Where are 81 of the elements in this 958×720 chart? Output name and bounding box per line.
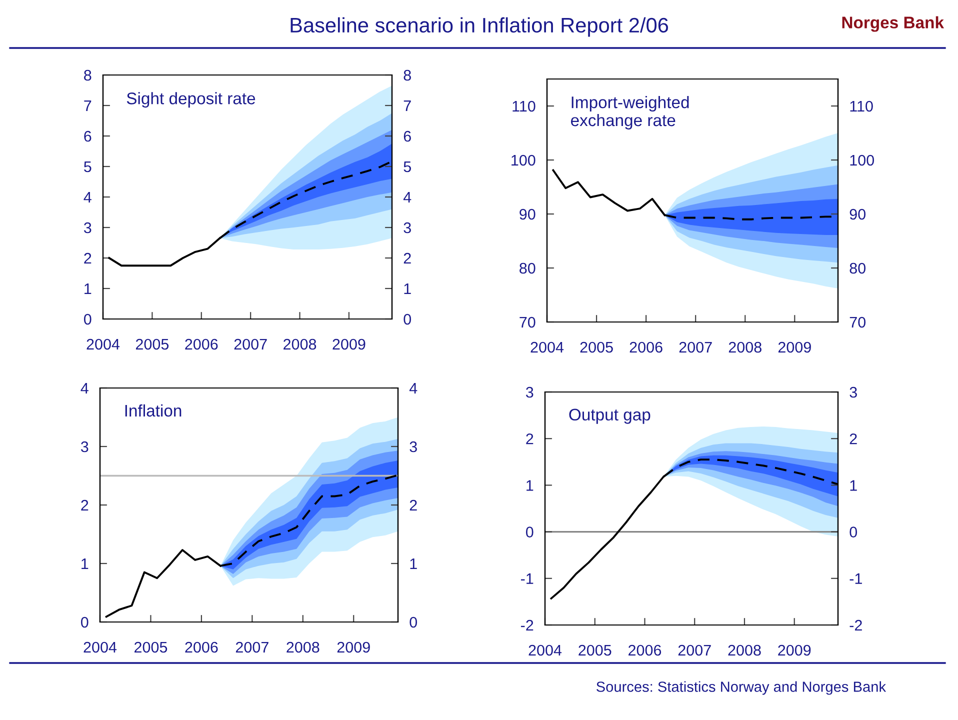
- y2-tick-label: 3: [410, 441, 417, 452]
- x-tick-label: 2008: [728, 342, 762, 353]
- text: Sight deposit rate: [126, 92, 256, 108]
- y2-tick-label: 2: [410, 500, 417, 511]
- y2-tick-label: 2: [850, 433, 857, 444]
- y-tick-label: -2: [520, 620, 534, 631]
- x-tick-label: 2009: [778, 342, 811, 353]
- x-tick-label: 2004: [528, 644, 562, 656]
- x-tick-label: 2009: [337, 642, 370, 653]
- y-tick-label: 1: [82, 558, 88, 570]
- y2-tick-label: -1: [850, 573, 862, 584]
- y2-tick-label: 4: [403, 192, 412, 203]
- text: Baseline scenario in Inflation Report 2/06: [290, 17, 668, 37]
- y2-tick-label: 6: [404, 130, 411, 142]
- source-note: Sources: Statistics Norway and Norges Bank: [596, 681, 886, 695]
- y-tick-label: 8: [84, 70, 92, 81]
- y2-tick-label: 3: [404, 222, 411, 234]
- x-tick-label: 2006: [185, 642, 218, 653]
- y-tick-label: 90: [520, 208, 536, 220]
- x-tick-label: 2007: [234, 338, 267, 350]
- x-tick-label: 2009: [332, 338, 366, 350]
- y-tick-label: 3: [80, 441, 88, 452]
- y2-tick-label: 80: [850, 262, 866, 274]
- y-tick-label: 2: [84, 252, 92, 264]
- y2-tick-label: 0: [404, 314, 412, 325]
- y2-tick-label: 2: [404, 252, 411, 264]
- y2-tick-label: 110: [850, 100, 873, 112]
- x-tick-label: 2009: [778, 644, 811, 656]
- y2-tick-label: 5: [404, 162, 411, 172]
- y-tick-label: 0: [526, 526, 534, 538]
- y2-tick-label: 0: [410, 616, 418, 628]
- y-tick-label: 70: [520, 316, 536, 328]
- y2-tick-label: 1: [850, 480, 857, 491]
- y-tick-label: -1: [520, 573, 534, 584]
- x-tick-label: 2004: [86, 338, 120, 350]
- text: Output gap: [569, 408, 650, 424]
- y2-tick-label: 4: [409, 383, 418, 394]
- x-tick-label: 2008: [286, 642, 320, 653]
- x-tick-label: 2004: [530, 342, 564, 353]
- y-tick-label: 5: [84, 162, 92, 172]
- x-tick-label: 2005: [580, 342, 613, 353]
- y2-tick-label: 100: [850, 154, 874, 166]
- x-tick-label: 2008: [284, 338, 316, 350]
- y2-tick-label: 8: [404, 70, 411, 81]
- y-tick-label: 7: [84, 100, 92, 112]
- y-tick-label: 4: [84, 192, 92, 203]
- x-tick-label: 2005: [578, 644, 612, 656]
- x-tick-label: 2007: [679, 342, 712, 353]
- y2-tick-label: 70: [850, 316, 866, 328]
- y-tick-label: 3: [84, 222, 92, 234]
- y2-tick-label: -2: [850, 620, 862, 631]
- x-tick-label: 2004: [84, 642, 117, 653]
- text: Norges Bank: [842, 16, 944, 32]
- x-tick-label: 2008: [728, 644, 761, 656]
- y-tick-label: 110: [512, 100, 536, 112]
- x-tick-label: 2006: [630, 342, 662, 353]
- y-tick-label: 4: [80, 383, 88, 394]
- y-tick-label: 1: [84, 284, 92, 294]
- x-tick-label: 2005: [134, 642, 168, 653]
- y-tick-label: 100: [512, 154, 536, 166]
- y2-tick-label: 1: [404, 284, 411, 294]
- y-tick-label: 80: [520, 262, 536, 274]
- text: Inflation: [125, 404, 182, 417]
- y2-tick-label: 1: [410, 558, 417, 570]
- y2-tick-label: 90: [850, 208, 866, 220]
- x-tick-label: 2007: [236, 642, 268, 653]
- y-tick-label: 6: [84, 130, 92, 142]
- y2-tick-label: 7: [404, 100, 411, 112]
- x-tick-label: 2006: [185, 338, 218, 350]
- y2-tick-label: 0: [850, 526, 858, 538]
- y-tick-label: 0: [84, 314, 92, 325]
- y-tick-label: 3: [526, 386, 534, 398]
- y2-tick-label: 3: [850, 386, 857, 398]
- x-tick-label: 2005: [136, 338, 169, 350]
- y-tick-label: 0: [80, 616, 88, 628]
- y-tick-label: 1: [526, 480, 534, 491]
- y-tick-label: 2: [526, 433, 534, 444]
- x-tick-label: 2007: [678, 644, 711, 656]
- text: Import-weighted exchange rate: [570, 96, 689, 130]
- x-tick-label: 2006: [628, 644, 662, 656]
- y-tick-label: 2: [81, 500, 88, 511]
